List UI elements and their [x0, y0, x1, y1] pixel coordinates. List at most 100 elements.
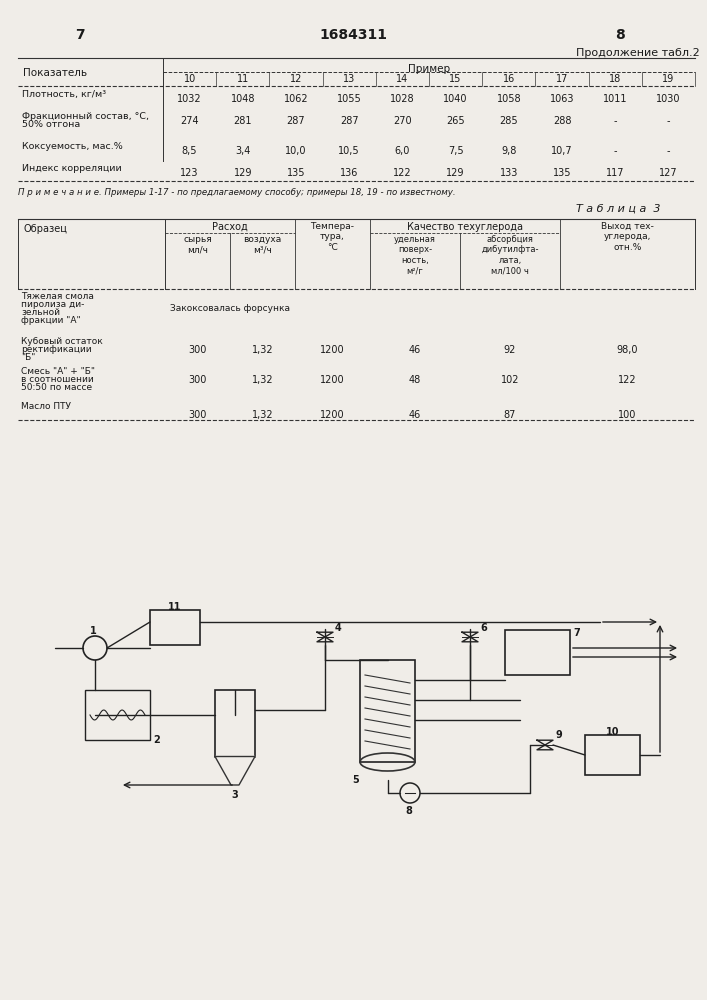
Text: 7: 7	[75, 28, 85, 42]
Text: абсорбция
дибутилфта-
лата,
мл/100 ч: абсорбция дибутилфта- лата, мл/100 ч	[481, 235, 539, 275]
Text: Тяжелая смола: Тяжелая смола	[21, 292, 94, 301]
Text: Индекс корреляции: Индекс корреляции	[22, 164, 122, 173]
Text: 48: 48	[409, 375, 421, 385]
Text: 11: 11	[237, 74, 249, 84]
Text: 5: 5	[352, 775, 358, 785]
Text: фракции "А": фракции "А"	[21, 316, 81, 325]
Text: 8,5: 8,5	[182, 146, 197, 156]
Text: 8: 8	[615, 28, 625, 42]
Text: 1011: 1011	[603, 94, 627, 104]
Text: 10: 10	[184, 74, 196, 84]
Text: зельной: зельной	[21, 308, 60, 317]
Text: 135: 135	[287, 168, 305, 178]
Text: 11: 11	[168, 602, 182, 612]
Text: 1062: 1062	[284, 94, 308, 104]
Text: 281: 281	[233, 116, 252, 126]
Text: П р и м е ч а н и е. Примеры 1-17 - по предлагаемому способу; примеры 18, 19 - п: П р и м е ч а н и е. Примеры 1-17 - по п…	[18, 188, 455, 197]
Bar	[150, 610, 200, 645]
Text: 10,7: 10,7	[551, 146, 573, 156]
Text: 1048: 1048	[230, 94, 255, 104]
Text: 92: 92	[504, 345, 516, 355]
Text: удельная
поверх-
ность,
м²/г: удельная поверх- ность, м²/г	[394, 235, 436, 275]
Text: 16: 16	[503, 74, 515, 84]
Text: 300: 300	[188, 375, 206, 385]
Text: -: -	[667, 146, 670, 156]
Text: Расход: Расход	[212, 222, 248, 232]
Text: 1,32: 1,32	[252, 345, 274, 355]
Text: 1040: 1040	[443, 94, 468, 104]
Text: 122: 122	[393, 168, 411, 178]
Bar	[85, 690, 150, 740]
Text: 288: 288	[553, 116, 571, 126]
Text: 136: 136	[340, 168, 358, 178]
Text: 12: 12	[290, 74, 302, 84]
Text: Смесь "А" + "Б": Смесь "А" + "Б"	[21, 367, 95, 376]
Text: 10,0: 10,0	[285, 146, 307, 156]
Text: Кубовый остаток: Кубовый остаток	[21, 337, 103, 346]
Text: 1: 1	[90, 626, 97, 636]
Text: 3: 3	[232, 790, 238, 800]
Text: 7,5: 7,5	[448, 146, 463, 156]
Text: Закоксовалась форсунка: Закоксовалась форсунка	[170, 304, 290, 313]
Text: 10: 10	[606, 727, 619, 737]
Text: 122: 122	[618, 375, 637, 385]
Text: -: -	[614, 146, 617, 156]
Text: Темпера-
тура,
°С: Темпера- тура, °С	[310, 222, 354, 252]
Text: 1200: 1200	[320, 410, 345, 420]
Text: 1058: 1058	[496, 94, 521, 104]
Text: 19: 19	[662, 74, 674, 84]
Text: 46: 46	[409, 410, 421, 420]
Text: 300: 300	[188, 410, 206, 420]
Text: 129: 129	[446, 168, 464, 178]
Text: воздуха
м³/ч: воздуха м³/ч	[243, 235, 281, 254]
Text: 1055: 1055	[337, 94, 361, 104]
Text: 1,32: 1,32	[252, 410, 274, 420]
Text: 129: 129	[233, 168, 252, 178]
Text: 13: 13	[343, 74, 356, 84]
Text: Плотность, кг/м³: Плотность, кг/м³	[22, 90, 106, 99]
Text: 87: 87	[504, 410, 516, 420]
Text: 10,5: 10,5	[339, 146, 360, 156]
Text: Пример: Пример	[408, 64, 450, 74]
Text: 50% отгона: 50% отгона	[22, 120, 81, 129]
Text: 265: 265	[446, 116, 465, 126]
Text: 127: 127	[659, 168, 678, 178]
Text: 1684311: 1684311	[319, 28, 387, 42]
Text: 2: 2	[153, 735, 160, 745]
Text: 133: 133	[500, 168, 518, 178]
Bar	[360, 660, 415, 762]
Text: 274: 274	[180, 116, 199, 126]
Text: 18: 18	[609, 74, 621, 84]
Bar	[215, 690, 255, 756]
Text: 46: 46	[409, 345, 421, 355]
Bar	[505, 630, 570, 675]
Text: ректификации: ректификации	[21, 345, 92, 354]
Text: 1200: 1200	[320, 375, 345, 385]
Text: 9: 9	[555, 730, 562, 740]
Polygon shape	[215, 756, 255, 785]
Text: Продолжение табл.2: Продолжение табл.2	[576, 48, 700, 58]
Text: 7: 7	[573, 628, 580, 638]
Text: 1063: 1063	[550, 94, 574, 104]
Text: пиролиза ди-: пиролиза ди-	[21, 300, 84, 309]
Text: 1028: 1028	[390, 94, 415, 104]
Text: 287: 287	[340, 116, 358, 126]
Text: 9,8: 9,8	[501, 146, 517, 156]
Text: 123: 123	[180, 168, 199, 178]
Text: 270: 270	[393, 116, 411, 126]
Text: 17: 17	[556, 74, 568, 84]
Text: 100: 100	[619, 410, 637, 420]
Text: 1032: 1032	[177, 94, 202, 104]
Bar	[585, 735, 640, 775]
Text: 135: 135	[553, 168, 571, 178]
Text: 50:50 по массе: 50:50 по массе	[21, 383, 92, 392]
Text: 6: 6	[480, 623, 486, 633]
Text: 285: 285	[499, 116, 518, 126]
Text: -: -	[614, 116, 617, 126]
Text: Коксуемость, мас.%: Коксуемость, мас.%	[22, 142, 123, 151]
Text: 1030: 1030	[656, 94, 681, 104]
Text: "Б": "Б"	[21, 353, 35, 362]
Text: Качество техуглерода: Качество техуглерода	[407, 222, 523, 232]
Text: Т а б л и ц а  3: Т а б л и ц а 3	[575, 204, 660, 214]
Text: Выход тех-
углерода,
отн.%: Выход тех- углерода, отн.%	[601, 222, 654, 252]
